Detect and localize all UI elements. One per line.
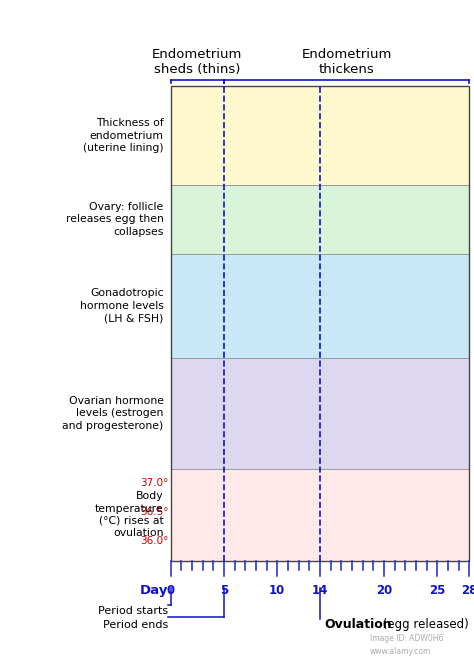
Text: Ovulation: Ovulation [325,618,392,631]
Text: Estrogen: Estrogen [255,371,310,383]
Text: Image ID: ADW0H6: Image ID: ADW0H6 [370,633,443,643]
Text: FSH: FSH [346,318,371,331]
Circle shape [270,204,274,234]
Text: Body
temperature
(°C) rises at
ovulation: Body temperature (°C) rises at ovulation [95,491,164,539]
Text: Period starts: Period starts [98,606,168,616]
Text: 10: 10 [269,584,285,597]
Circle shape [222,208,226,231]
Text: 28: 28 [461,584,474,597]
Circle shape [463,212,465,226]
Text: 36.0°: 36.0° [140,536,168,546]
Circle shape [319,198,320,206]
Text: alamy: alamy [28,633,89,651]
Text: Period ends: Period ends [103,620,168,629]
Circle shape [223,214,225,224]
Text: (egg released): (egg released) [379,618,469,631]
Text: 37.0°: 37.0° [140,478,168,488]
Text: 5: 5 [220,584,228,597]
Text: Ovarian hormone
levels (estrogen
and progesterone): Ovarian hormone levels (estrogen and pro… [62,396,164,431]
Text: Gonadotropic
hormone levels
(LH & FSH): Gonadotropic hormone levels (LH & FSH) [80,288,164,323]
Text: LH: LH [305,254,324,267]
Text: Thickness of
endometrium
(uterine lining): Thickness of endometrium (uterine lining… [83,118,164,153]
Text: Ovary: follicle
releases egg then
collapses: Ovary: follicle releases egg then collap… [66,202,164,236]
Text: 0: 0 [166,584,175,597]
Text: Day: Day [140,584,168,597]
Text: Endometrium
thickens: Endometrium thickens [301,48,392,76]
Text: 36.5°: 36.5° [140,507,168,517]
Circle shape [367,212,369,226]
Text: www.alamy.com: www.alamy.com [370,647,431,655]
Text: Endometrium
sheds (thins): Endometrium sheds (thins) [152,48,243,76]
Circle shape [419,205,423,233]
Circle shape [420,213,422,225]
Text: Progesterone: Progesterone [374,385,447,395]
Circle shape [271,212,273,226]
Text: 20: 20 [376,584,392,597]
Circle shape [185,212,188,226]
Text: 25: 25 [429,584,446,597]
Circle shape [365,203,371,236]
Text: 14: 14 [312,584,328,597]
Circle shape [319,214,321,224]
